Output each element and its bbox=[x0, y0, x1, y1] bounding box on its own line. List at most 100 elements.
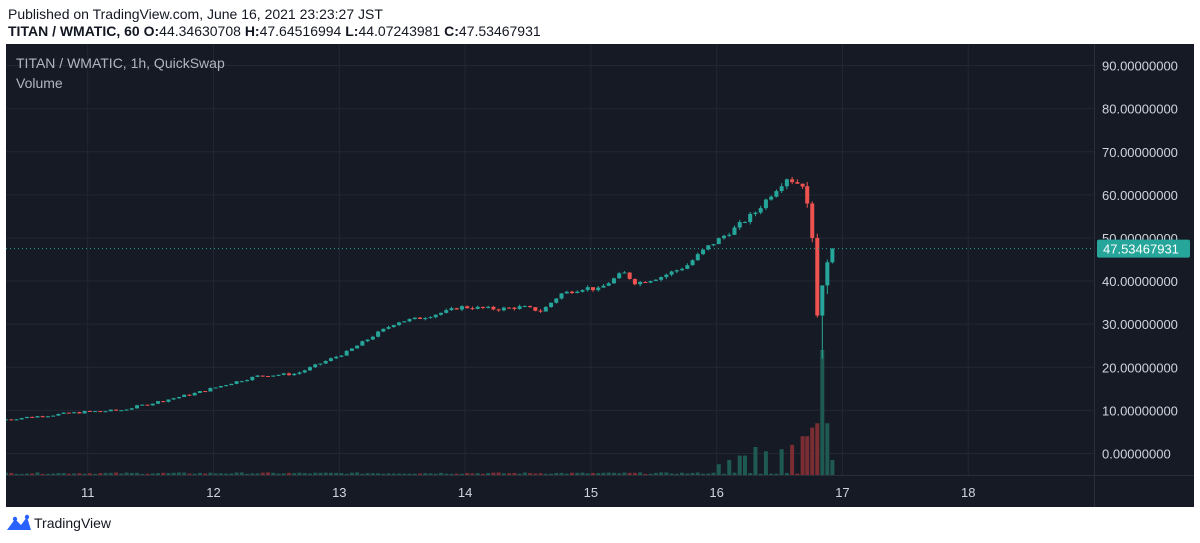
volume-bar bbox=[748, 473, 753, 475]
volume-bar bbox=[716, 464, 721, 475]
candle-body bbox=[632, 278, 637, 285]
volume-bar bbox=[129, 472, 134, 475]
candle-body bbox=[239, 381, 244, 383]
volume-bar bbox=[407, 473, 412, 475]
y-tick-label: 60.00000000 bbox=[1102, 188, 1178, 203]
volume-bar bbox=[213, 473, 218, 475]
volume-bar bbox=[433, 473, 438, 475]
candle-body bbox=[208, 388, 213, 392]
candle-body bbox=[501, 307, 506, 311]
volume-bar bbox=[203, 473, 208, 475]
volume-bar bbox=[465, 473, 470, 475]
footer[interactable]: TradingView bbox=[6, 513, 111, 533]
candle-body bbox=[596, 287, 601, 291]
volume-bar bbox=[475, 473, 480, 475]
candle-body bbox=[339, 355, 344, 357]
volume-bar bbox=[486, 473, 491, 475]
volume-bar bbox=[61, 473, 66, 475]
volume-bar bbox=[82, 473, 87, 475]
volume-bar bbox=[119, 473, 124, 475]
candle-body bbox=[685, 265, 690, 269]
y-tick-label: 40.00000000 bbox=[1102, 274, 1178, 289]
volume-bar bbox=[454, 473, 459, 475]
candle-body bbox=[72, 412, 77, 414]
candle-body bbox=[570, 291, 575, 294]
candle-body bbox=[93, 411, 98, 413]
chart-panel[interactable]: 0.00000000 10.00000000 20.00000000 30.00000… bbox=[6, 44, 1194, 507]
volume-bar bbox=[769, 473, 774, 475]
volume-bar bbox=[706, 473, 711, 475]
candle-body bbox=[549, 302, 554, 307]
candle-body bbox=[590, 287, 595, 291]
volume-bar bbox=[554, 472, 559, 475]
volume-bar bbox=[449, 473, 454, 475]
volume-bar bbox=[276, 473, 281, 475]
tradingview-logo-icon bbox=[7, 514, 31, 530]
candle-body bbox=[145, 404, 150, 406]
volume-legend[interactable]: Volume bbox=[16, 75, 63, 91]
candle-body bbox=[30, 416, 35, 418]
volume-bar bbox=[606, 472, 611, 475]
candle-body bbox=[470, 308, 475, 310]
volume-bar bbox=[570, 472, 575, 475]
candle-body bbox=[182, 394, 187, 398]
candle-body bbox=[334, 356, 339, 359]
volume-bar bbox=[559, 472, 564, 475]
candle-body bbox=[224, 385, 229, 387]
volume-bar bbox=[287, 472, 292, 475]
volume-bar bbox=[732, 472, 737, 475]
candle-body bbox=[737, 222, 742, 228]
y-tick-label: 20.00000000 bbox=[1102, 360, 1178, 375]
candle-body bbox=[150, 403, 155, 406]
candle-body bbox=[491, 306, 496, 310]
candle-body bbox=[769, 196, 774, 200]
volume-bar bbox=[397, 473, 402, 475]
volume-bar bbox=[611, 472, 616, 475]
volume-bar bbox=[721, 473, 726, 475]
volume-bar bbox=[685, 473, 690, 475]
candle-body bbox=[412, 317, 417, 320]
volume-bar bbox=[648, 473, 653, 475]
volume-bar bbox=[93, 473, 98, 475]
volume-bar bbox=[145, 473, 150, 475]
volume-bar bbox=[622, 472, 627, 475]
price-chart[interactable]: 0.00000000 10.00000000 20.00000000 30.00000… bbox=[6, 44, 1194, 507]
candle-body bbox=[475, 306, 480, 309]
chart-legend-title[interactable]: TITAN / WMATIC, 1h, QuickSwap bbox=[16, 55, 225, 71]
x-tick-label: 13 bbox=[332, 485, 346, 500]
x-tick-label: 14 bbox=[458, 485, 472, 500]
candle-body bbox=[732, 227, 737, 235]
candle-body bbox=[810, 203, 815, 238]
candle-body bbox=[302, 370, 307, 373]
candle-body bbox=[486, 306, 491, 308]
candle-body bbox=[800, 183, 805, 187]
candle-body bbox=[805, 186, 810, 204]
candle-body bbox=[24, 416, 29, 419]
candle-body bbox=[638, 281, 643, 285]
volume-bar bbox=[800, 436, 805, 475]
candle-body bbox=[690, 260, 695, 266]
volume-bar bbox=[24, 473, 29, 475]
candle-body bbox=[166, 399, 171, 402]
volume-bar bbox=[627, 472, 632, 475]
volume-bar bbox=[245, 473, 250, 475]
volume-bar bbox=[428, 473, 433, 475]
candle-body bbox=[176, 397, 181, 399]
candle-body bbox=[517, 306, 522, 309]
y-tick-label: 0.00000000 bbox=[1102, 446, 1171, 461]
volume-bar bbox=[701, 473, 706, 475]
published-line: Published on TradingView.com, June 16, 2… bbox=[8, 6, 383, 22]
candle-body bbox=[140, 404, 145, 406]
volume-bar bbox=[161, 472, 166, 475]
volume-bar bbox=[334, 472, 339, 475]
candle-body bbox=[779, 186, 784, 192]
high-value: 47.64516994 bbox=[259, 23, 342, 39]
volume-bar bbox=[35, 472, 40, 475]
x-tick-label: 11 bbox=[81, 485, 95, 500]
candle-body bbox=[187, 394, 192, 396]
volume-bar bbox=[690, 472, 695, 475]
candle-body bbox=[276, 374, 281, 376]
volume-bar bbox=[674, 473, 679, 475]
volume-bar bbox=[255, 473, 260, 475]
volume-bar bbox=[543, 473, 548, 475]
